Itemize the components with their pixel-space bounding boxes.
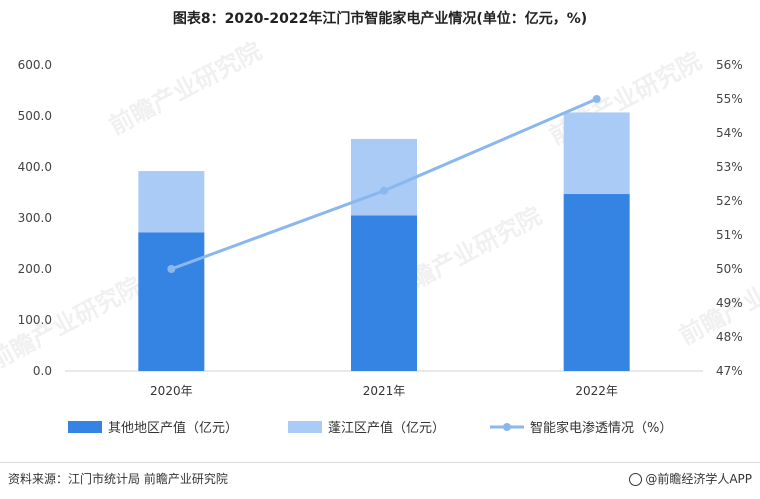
bars: [138, 112, 630, 371]
right-y-tick-label: 52%: [716, 194, 743, 208]
legend-label: 其他地区产值（亿元）: [108, 420, 238, 436]
x-tick-label: 2021年: [363, 384, 406, 398]
brand-credit: @前瞻经济学人APP: [629, 470, 752, 487]
right-y-tick-label: 55%: [716, 92, 743, 106]
legend-swatch: [68, 421, 102, 433]
left-y-tick-label: 0.0: [33, 364, 52, 378]
x-tick-label: 2020年: [150, 384, 193, 398]
bar-other-regions: [351, 215, 417, 371]
watermark-text: 前瞻产业研究院: [105, 37, 266, 141]
x-tick-label: 2022年: [575, 384, 618, 398]
bar-pengjiang: [138, 171, 205, 233]
bar-other-regions: [138, 232, 205, 371]
legend-swatch: [288, 421, 322, 433]
left-y-tick-label: 100.0: [18, 313, 52, 327]
right-y-tick-label: 56%: [716, 58, 743, 72]
source-note: 资料来源：江门市统计局 前瞻产业研究院: [8, 472, 228, 486]
left-y-tick-label: 500.0: [18, 109, 52, 123]
bar-pengjiang: [351, 138, 417, 216]
penetration-point: [380, 186, 388, 195]
legend-label: 智能家电渗透情况（%）: [530, 420, 672, 436]
right-y-axis: 47% 48% 49% 50% 51% 52% 53% 54% 55% 56%: [716, 58, 743, 378]
brand-text: @前瞻经济学人APP: [645, 472, 752, 486]
left-y-tick-label: 300.0: [18, 211, 52, 225]
left-y-tick-label: 600.0: [18, 58, 52, 72]
chart-title: 图表8：2020-2022年江门市智能家电产业情况(单位：亿元，%): [172, 11, 588, 27]
bar-other-regions: [563, 194, 630, 371]
right-y-tick-label: 50%: [716, 262, 743, 276]
left-y-tick-label: 400.0: [18, 160, 52, 174]
footer-divider: [0, 462, 760, 463]
right-y-tick-label: 47%: [716, 364, 743, 378]
penetration-point: [167, 265, 176, 273]
brand-logo-icon: [629, 473, 643, 486]
legend-line-marker: [503, 423, 511, 431]
legend: 其他地区产值（亿元） 蓬江区产值（亿元） 智能家电渗透情况（%）: [68, 420, 672, 436]
bar-pengjiang: [563, 112, 630, 195]
legend-label: 蓬江区产值（亿元）: [328, 420, 445, 436]
right-y-tick-label: 49%: [716, 296, 743, 310]
penetration-line: [167, 95, 601, 273]
left-y-tick-label: 200.0: [18, 262, 52, 276]
right-y-tick-label: 54%: [716, 126, 743, 140]
right-y-tick-label: 48%: [716, 330, 743, 344]
penetration-point: [592, 95, 601, 103]
x-axis-ticks: 2020年 2021年 2022年: [150, 384, 618, 398]
right-y-tick-label: 51%: [716, 228, 743, 242]
right-y-tick-label: 53%: [716, 160, 743, 174]
left-y-axis: 0.0 100.0 200.0 300.0 400.0 500.0 600.0: [18, 58, 52, 378]
